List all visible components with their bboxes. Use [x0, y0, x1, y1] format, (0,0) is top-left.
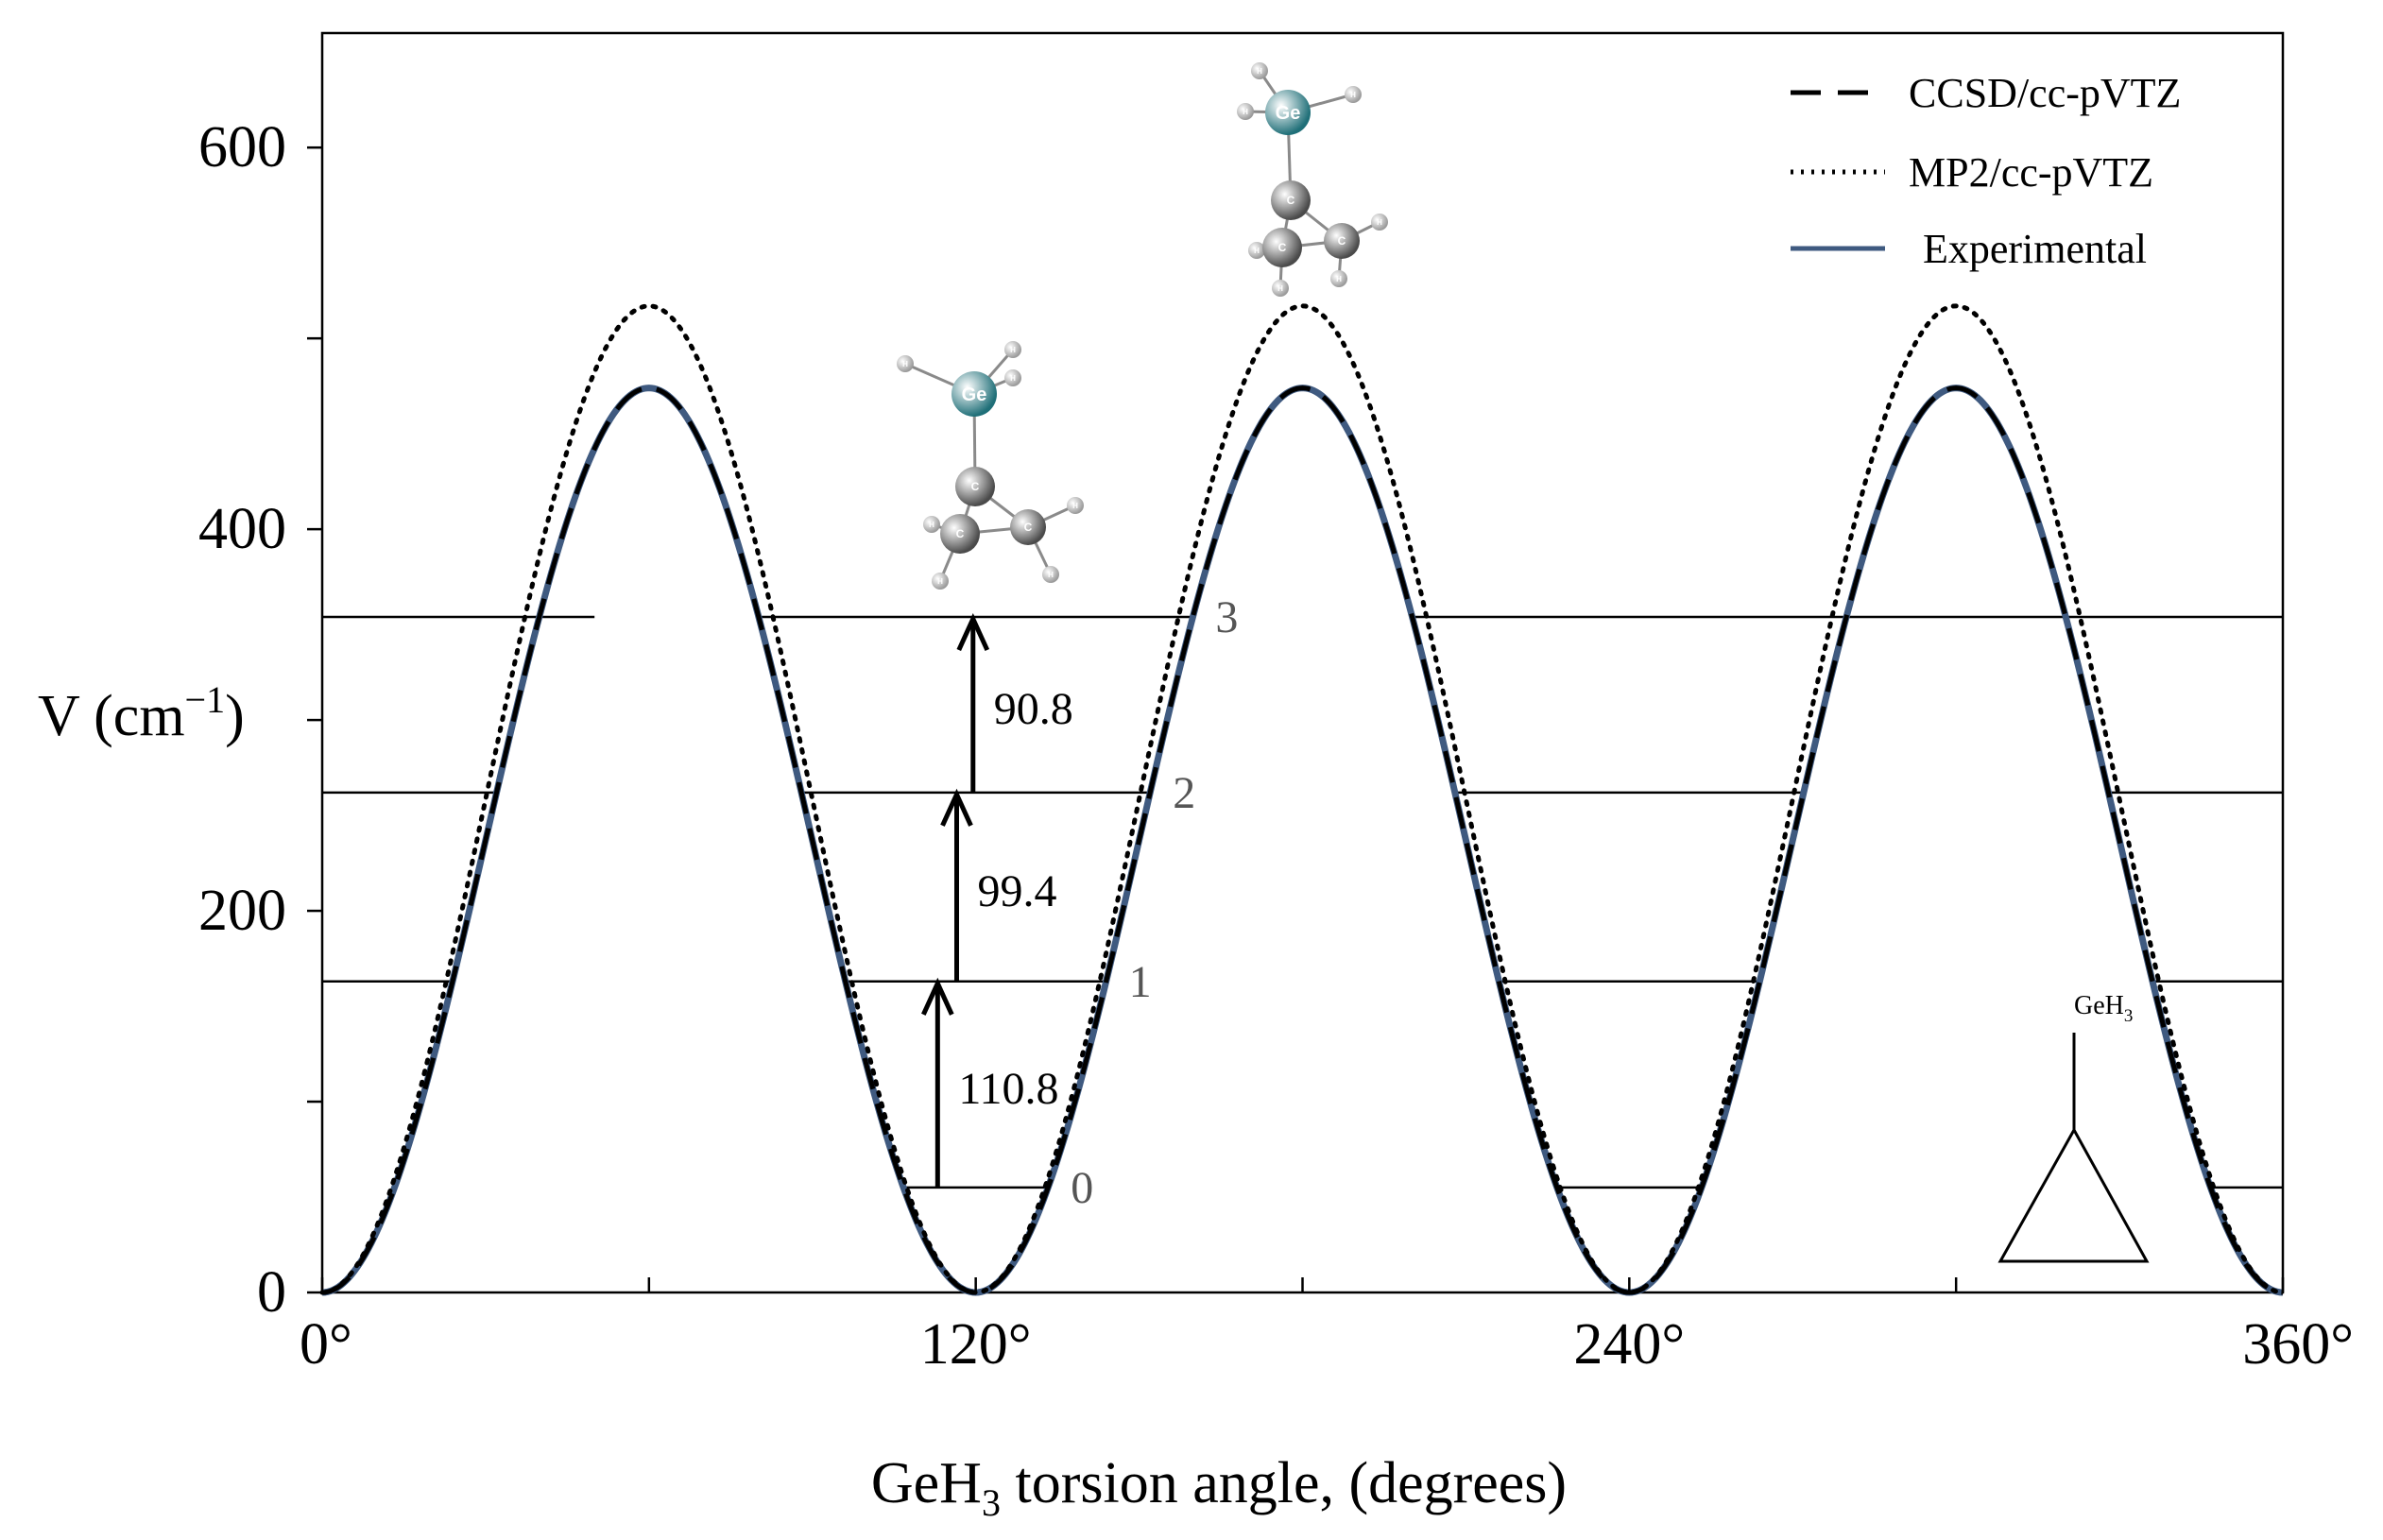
molecule-staggered-ge-label: Ge — [962, 385, 987, 405]
molecule-staggered-h-2 — [1004, 369, 1021, 386]
energy-levels: 0 1 2 3 — [322, 592, 2283, 1213]
molecule-staggered-ge — [951, 371, 997, 417]
x-axis-title: GeH3 torsion angle, (degrees) — [871, 1451, 1567, 1524]
molecule-staggered-h-4 — [1042, 566, 1059, 583]
molecule-eclipsed-ge — [1265, 90, 1311, 135]
molecule-staggered-h-3-label: H — [937, 577, 943, 586]
molecule-eclipsed-c-2-label: C — [1338, 234, 1346, 248]
molecule-staggered-c-0 — [955, 467, 995, 506]
molecule-eclipsed-c-1 — [1262, 228, 1302, 267]
molecule-staggered-c-2 — [1010, 509, 1046, 545]
legend: CCSD/cc-pVTZ MP2/cc-pVTZ Experimental — [1791, 70, 2181, 272]
molecule-staggered-h-1 — [1004, 341, 1021, 358]
molecule-staggered-h-5-label: H — [1072, 502, 1078, 510]
molecule-eclipsed-h-2 — [1237, 103, 1254, 120]
molecule-eclipsed-c-0 — [1271, 180, 1311, 220]
cyclopropyl-inset: GeH3 — [1997, 991, 2150, 1263]
molecule-eclipsed-h-5-label: H — [1336, 275, 1342, 283]
level-label-3: 3 — [1215, 592, 1238, 642]
molecule-eclipsed-h-0-label: H — [1257, 67, 1262, 76]
level-label-1: 1 — [1129, 957, 1152, 1007]
x-tick-label-4: 240° — [1573, 1312, 1685, 1377]
molecule-eclipsed-c-0-label: C — [1287, 194, 1295, 207]
molecule-eclipsed-h-5 — [1330, 270, 1347, 287]
molecule-eclipsed-c-2 — [1324, 223, 1360, 259]
legend-label-experimental: Experimental — [1923, 226, 2147, 272]
molecule-eclipsed: H H H H H H H C C C Ge — [1237, 62, 1388, 297]
x-tick-label-6: 360° — [2242, 1312, 2354, 1377]
transition-arrow-head-0 — [921, 977, 954, 1016]
transition-label-0: 110.8 — [958, 1064, 1058, 1114]
transition-label-2: 90.8 — [994, 684, 1073, 734]
transition-arrow-head-2 — [956, 612, 990, 652]
transition-arrows: 110.8 99.4 90.8 — [921, 612, 1073, 1188]
x-tick-label-0: 0° — [300, 1312, 352, 1377]
molecule-staggered-c-1-label: C — [956, 527, 965, 540]
molecule-eclipsed-h-1 — [1345, 86, 1362, 103]
y-tick-label-6: 600 — [198, 115, 286, 180]
molecule-eclipsed-h-1-label: H — [1350, 91, 1356, 99]
molecule-eclipsed-h-4-label: H — [1254, 247, 1260, 255]
molecule-staggered-h-6-label: H — [929, 521, 934, 529]
molecule-staggered-h-6 — [923, 516, 940, 533]
molecule-staggered-h-0 — [897, 355, 914, 372]
molecule-staggered-h-5 — [1067, 497, 1084, 514]
plot-frame — [320, 31, 2285, 1294]
series-line-mp2-cc-pvtz — [319, 303, 2286, 1295]
molecule-eclipsed-h-6-label: H — [1377, 218, 1382, 227]
molecule-staggered-h-0-label: H — [902, 360, 908, 368]
y-axis-title: V (cm−1) — [38, 678, 245, 748]
x-tick-label-2: 120° — [920, 1312, 1032, 1377]
transition-arrow-head-1 — [940, 788, 973, 827]
axis-ticks: 0° 120° 240° 360° 0 200 400 600 — [198, 115, 2354, 1377]
inset-geh3-label: GeH3 — [2074, 991, 2133, 1026]
molecule-eclipsed-h-6 — [1371, 214, 1388, 231]
plot-area — [320, 31, 2285, 1294]
molecule-eclipsed-ge-label: Ge — [1276, 103, 1301, 124]
molecule-eclipsed-h-0 — [1251, 62, 1268, 79]
inset-triangle — [1997, 1126, 2150, 1263]
legend-label-ccsd: CCSD/cc-pVTZ — [1909, 70, 2181, 116]
transition-label-1: 99.4 — [977, 866, 1056, 916]
y-tick-label-0: 0 — [257, 1260, 286, 1325]
y-tick-label-2: 200 — [198, 879, 286, 943]
molecule-staggered-c-0-label: C — [971, 480, 980, 493]
molecule-staggered: H H H H H H H C C C Ge — [897, 341, 1084, 590]
molecule-eclipsed-h-4 — [1248, 242, 1265, 259]
molecule-staggered-h-2-label: H — [1010, 374, 1016, 383]
molecule-staggered-c-2-label: C — [1024, 521, 1033, 534]
molecule-eclipsed-h-3-label: H — [1277, 284, 1283, 293]
molecule-staggered-h-3 — [932, 573, 949, 590]
y-tick-label-4: 400 — [198, 497, 286, 561]
series-line-experimental — [321, 385, 2284, 1296]
legend-label-mp2: MP2/cc-pVTZ — [1909, 149, 2153, 196]
molecule-staggered-c-1 — [940, 514, 980, 554]
level-label-2: 2 — [1173, 768, 1195, 818]
molecule-eclipsed-h-3 — [1272, 280, 1289, 297]
series-lines — [319, 303, 2286, 1296]
molecule-staggered-h-1-label: H — [1010, 346, 1016, 354]
series-line-ccsd-cc-pvtz — [321, 385, 2284, 1295]
molecule-eclipsed-c-1-label: C — [1278, 241, 1287, 254]
molecule-staggered-h-4-label: H — [1048, 571, 1054, 579]
level-label-0: 0 — [1071, 1163, 1093, 1213]
molecule-eclipsed-h-2-label: H — [1243, 108, 1248, 116]
